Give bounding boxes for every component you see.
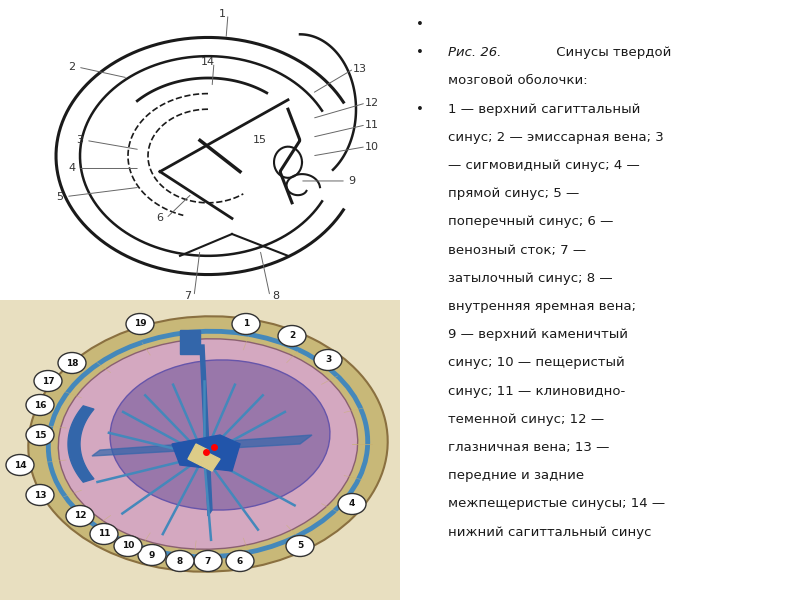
Circle shape: [26, 395, 54, 415]
Text: 15: 15: [253, 136, 267, 145]
Text: 1 — верхний сагиттальный: 1 — верхний сагиттальный: [448, 103, 640, 116]
Text: 7: 7: [185, 292, 191, 301]
Text: Синусы твердой: Синусы твердой: [552, 46, 671, 59]
Circle shape: [338, 493, 366, 514]
Polygon shape: [92, 435, 312, 456]
Text: 4: 4: [69, 163, 75, 173]
Text: 18: 18: [66, 358, 78, 367]
Text: 15: 15: [34, 431, 46, 439]
Ellipse shape: [110, 360, 330, 510]
Text: Рис. 26.: Рис. 26.: [448, 46, 502, 59]
Text: 12: 12: [74, 511, 86, 520]
Text: 3: 3: [325, 355, 331, 364]
Polygon shape: [200, 453, 220, 471]
Circle shape: [126, 313, 154, 335]
Text: 7: 7: [205, 557, 211, 565]
Text: 10: 10: [122, 541, 134, 551]
Circle shape: [66, 505, 94, 527]
Text: 14: 14: [14, 461, 26, 469]
Circle shape: [114, 535, 142, 557]
Circle shape: [194, 551, 222, 571]
Circle shape: [6, 455, 34, 475]
Text: •: •: [416, 18, 424, 31]
Text: 5: 5: [57, 191, 63, 202]
Circle shape: [232, 313, 260, 335]
Text: 16: 16: [34, 401, 46, 409]
Text: прямой синус; 5 —: прямой синус; 5 —: [448, 187, 579, 200]
Circle shape: [26, 485, 54, 505]
Text: мозговой оболочки:: мозговой оболочки:: [448, 74, 588, 88]
Polygon shape: [68, 406, 94, 482]
Text: 9: 9: [149, 551, 155, 559]
Text: 6: 6: [157, 214, 163, 223]
Text: 19: 19: [134, 319, 146, 329]
Polygon shape: [172, 435, 240, 471]
Text: венозный сток; 7 —: венозный сток; 7 —: [448, 244, 586, 257]
Text: — сигмовидный синус; 4 —: — сигмовидный синус; 4 —: [448, 159, 640, 172]
Text: передние и задние: передние и задние: [448, 469, 584, 482]
Text: 8: 8: [273, 292, 279, 301]
Text: глазничная вена; 13 —: глазничная вена; 13 —: [448, 441, 610, 454]
Text: 13: 13: [353, 64, 367, 74]
Text: 17: 17: [42, 377, 54, 385]
Circle shape: [90, 523, 118, 545]
Text: синус; 10 — пещеристый: синус; 10 — пещеристый: [448, 356, 625, 370]
Text: 14: 14: [201, 58, 215, 67]
Text: 4: 4: [349, 499, 355, 509]
Circle shape: [286, 535, 314, 557]
Polygon shape: [200, 345, 212, 516]
Text: 11: 11: [98, 529, 110, 539]
Text: 3: 3: [77, 136, 83, 145]
Text: •: •: [416, 103, 424, 116]
Text: 1: 1: [218, 9, 226, 19]
Text: затылочный синус; 8 —: затылочный синус; 8 —: [448, 272, 613, 285]
Text: 9: 9: [349, 176, 355, 186]
Text: 10: 10: [365, 142, 379, 152]
Circle shape: [58, 352, 86, 373]
Text: поперечный синус; 6 —: поперечный синус; 6 —: [448, 215, 614, 229]
Circle shape: [138, 545, 166, 565]
Text: 2: 2: [69, 62, 75, 72]
Text: 12: 12: [365, 98, 379, 108]
Polygon shape: [0, 300, 400, 600]
Ellipse shape: [28, 316, 388, 572]
Text: синус; 11 — клиновидно-: синус; 11 — клиновидно-: [448, 385, 626, 398]
Text: •: •: [416, 46, 424, 59]
Text: 9 — верхний каменичтый: 9 — верхний каменичтый: [448, 328, 628, 341]
Circle shape: [278, 325, 306, 346]
Text: синус; 2 — эмиссарная вена; 3: синус; 2 — эмиссарная вена; 3: [448, 131, 664, 144]
Ellipse shape: [58, 339, 358, 549]
Text: 1: 1: [243, 319, 249, 329]
Text: 6: 6: [237, 557, 243, 565]
Circle shape: [34, 370, 62, 391]
Polygon shape: [188, 444, 208, 465]
Text: межпещеристые синусы; 14 —: межпещеристые синусы; 14 —: [448, 497, 665, 511]
Circle shape: [226, 551, 254, 571]
Circle shape: [166, 551, 194, 571]
Circle shape: [26, 425, 54, 445]
Text: нижний сагиттальный синус: нижний сагиттальный синус: [448, 526, 651, 539]
Text: 2: 2: [289, 331, 295, 340]
Text: 8: 8: [177, 557, 183, 565]
Text: внутренняя яремная вена;: внутренняя яремная вена;: [448, 300, 636, 313]
Text: 13: 13: [34, 491, 46, 499]
Text: 5: 5: [297, 541, 303, 551]
Text: теменной синус; 12 —: теменной синус; 12 —: [448, 413, 604, 426]
Circle shape: [314, 349, 342, 370]
Polygon shape: [180, 330, 200, 354]
Text: 11: 11: [365, 120, 379, 130]
